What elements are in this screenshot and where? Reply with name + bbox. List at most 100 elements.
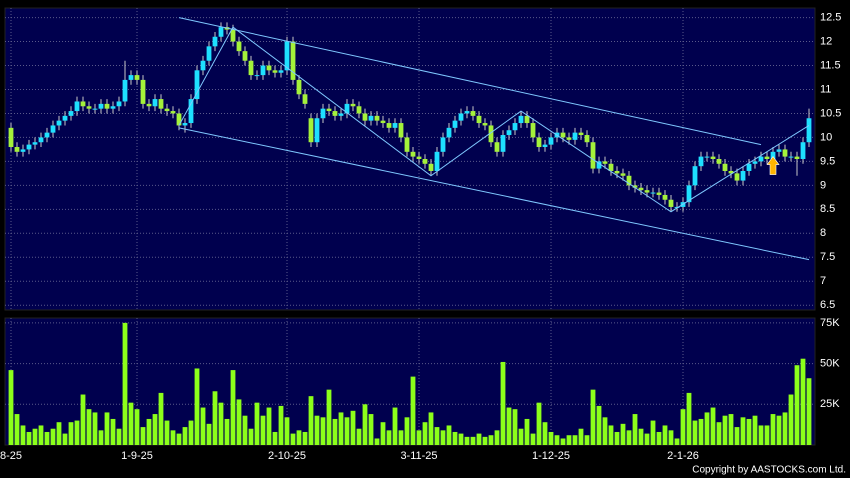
volume-bar [362, 404, 368, 445]
candle-body [740, 170, 746, 181]
trend-line [178, 26, 810, 213]
candle-body [686, 185, 692, 203]
candle-body [194, 70, 200, 100]
candle-body [134, 75, 140, 80]
volume-bar [254, 402, 260, 445]
volume-bar [278, 405, 284, 445]
volume-bar [620, 423, 626, 445]
volume-bar [524, 418, 530, 445]
candle-body [116, 101, 122, 107]
volume-bar [452, 431, 458, 445]
candle-body [398, 123, 404, 138]
candle-body [158, 99, 164, 109]
x-tick-label: 3-11-25 [400, 450, 437, 462]
candle-body [386, 123, 392, 128]
volume-bar [584, 435, 590, 445]
volume-bar [776, 415, 782, 445]
candle-body [788, 156, 794, 158]
y-tick-label: 6.5 [820, 299, 835, 311]
x-tick-label: 2-10-25 [268, 450, 306, 462]
y-tick-label: 12.5 [820, 11, 841, 23]
volume-bar [320, 417, 326, 445]
candle-body [56, 120, 62, 126]
volume-bar [122, 322, 128, 445]
candle-body [638, 187, 644, 191]
volume-bar [284, 417, 290, 445]
y-tick-label: 10 [820, 131, 832, 143]
volume-bar [500, 361, 506, 445]
candle-body [128, 75, 134, 80]
candle-body [734, 173, 740, 181]
candle-body [362, 113, 368, 121]
y-tick-label: 8.5 [820, 203, 835, 215]
volume-bar [188, 420, 194, 445]
volume-bar [530, 433, 536, 445]
candle-body [632, 185, 638, 188]
candle-body [596, 161, 602, 169]
candle-body [146, 103, 152, 107]
candle-body [326, 108, 332, 112]
volume-bar [194, 368, 200, 445]
candle-body [44, 132, 50, 138]
candle-body [530, 123, 536, 138]
candle-body [296, 79, 302, 95]
candle-body [230, 29, 236, 42]
candle-body [278, 70, 284, 73]
candle-body [104, 103, 110, 109]
volume-bar [272, 431, 278, 445]
candle-body [602, 161, 608, 164]
volume-bar [476, 433, 482, 445]
candle-body [440, 137, 446, 152]
volume-bar [44, 431, 50, 445]
volume-bar [626, 430, 632, 445]
candle-body [8, 127, 14, 148]
candle-body [494, 142, 500, 152]
candle-body [488, 125, 494, 143]
y-tick-label: 50K [820, 357, 840, 369]
candle-body [506, 130, 512, 136]
volume-bar [266, 407, 272, 445]
candle-body [272, 70, 278, 73]
candle-body [38, 137, 44, 143]
candle-body [626, 175, 632, 186]
x-tick-label: 2-1-26 [667, 450, 699, 462]
candle-body [74, 101, 80, 112]
candle-body [566, 137, 572, 140]
candle-body [620, 173, 626, 176]
candle-body [542, 144, 548, 148]
candle-body [716, 159, 722, 164]
candle-body [176, 113, 182, 126]
candle-body [560, 132, 566, 138]
volume-bar [464, 436, 470, 445]
volume-bar [716, 422, 722, 445]
candle-body [110, 106, 116, 109]
volume-bar [560, 438, 566, 445]
candle-body [338, 113, 344, 116]
candle-body [320, 108, 326, 119]
volume-bar [800, 358, 806, 445]
volume-bar [680, 409, 686, 445]
volume-bar [644, 433, 650, 445]
candle-body [182, 123, 188, 126]
volume-bar [332, 418, 338, 445]
volume-bar [152, 414, 158, 445]
volume-bar [104, 412, 110, 445]
candle-body [482, 123, 488, 126]
volume-bar [200, 407, 206, 445]
volume-bar [608, 425, 614, 445]
candle-body [500, 135, 506, 152]
candle-body [290, 41, 296, 80]
candle-body [20, 149, 26, 152]
volume-bar [80, 394, 86, 445]
candle-body [572, 132, 578, 140]
candle-body [368, 115, 374, 121]
volume-bar [674, 438, 680, 445]
candle-body [26, 144, 32, 150]
candle-body [92, 108, 98, 110]
candle-body [266, 65, 272, 71]
candle-body [86, 106, 92, 109]
volume-bar [416, 430, 422, 445]
candle-body [692, 166, 698, 186]
candle-body [392, 123, 398, 128]
